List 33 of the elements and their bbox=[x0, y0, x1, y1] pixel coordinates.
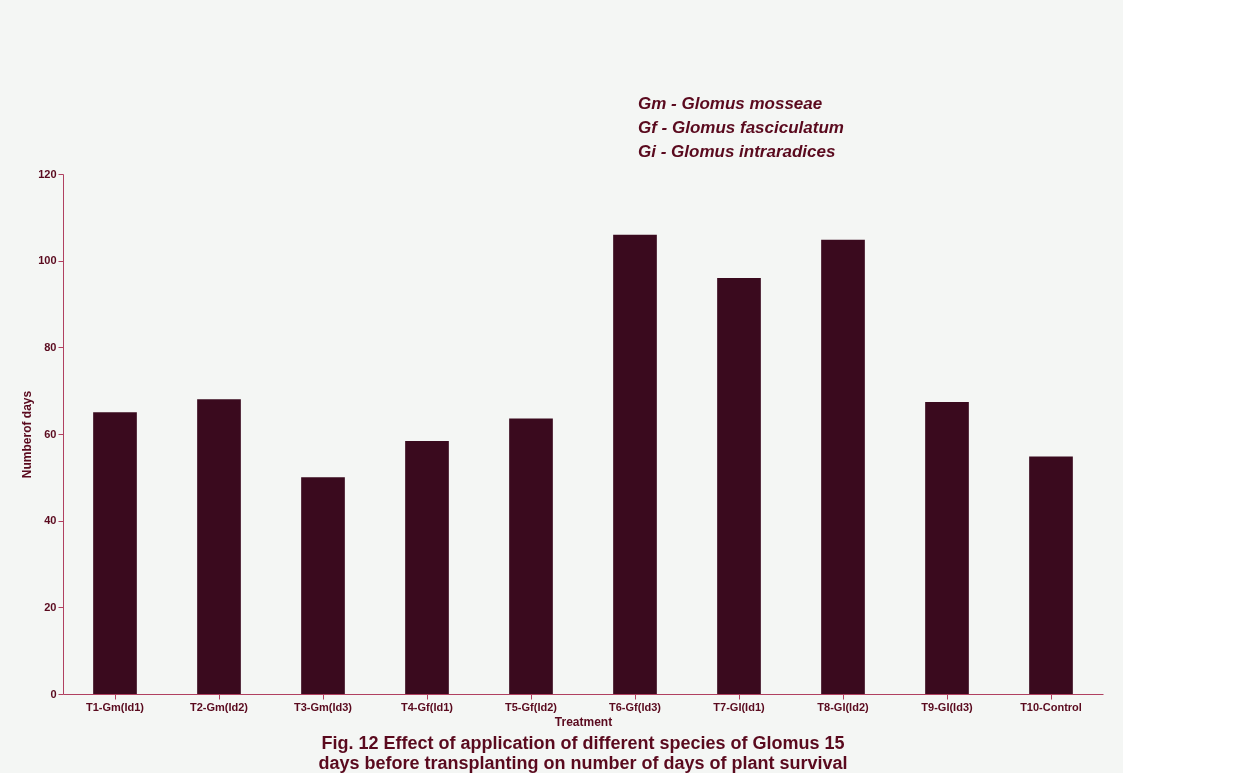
x-tick-label: T5-Gf(Id2) bbox=[505, 700, 558, 713]
bar bbox=[405, 440, 449, 694]
y-tick-label: 120 bbox=[38, 167, 57, 180]
x-tick-label: T10-Control bbox=[1020, 700, 1082, 713]
bar bbox=[821, 239, 865, 694]
bar bbox=[717, 278, 761, 694]
y-tick-label: 0 bbox=[50, 687, 57, 700]
x-tick-label: T7-GI(Id1) bbox=[713, 700, 765, 713]
bar bbox=[925, 401, 969, 694]
bar bbox=[301, 477, 345, 694]
x-tick-label: T1-Gm(Id1) bbox=[85, 700, 145, 713]
y-tick-label: 60 bbox=[44, 427, 57, 440]
x-tick-label: T9-GI(Id3) bbox=[921, 700, 973, 713]
bar bbox=[1029, 456, 1073, 694]
y-tick-label: 80 bbox=[44, 340, 57, 353]
text: Gm - Glomus mosseae bbox=[638, 94, 823, 113]
y-tick-label: 100 bbox=[38, 254, 57, 267]
y-axis-title: Numberof days bbox=[20, 390, 35, 479]
x-tick-label: T3-Gm(Id3) bbox=[293, 700, 353, 713]
x-tick-label: T8-GI(Id2) bbox=[817, 700, 869, 713]
text: Gi - Glomus intraradices bbox=[638, 142, 836, 161]
bar bbox=[613, 234, 657, 694]
y-tick-label: 40 bbox=[44, 514, 57, 527]
bar bbox=[509, 418, 553, 694]
text: Fig. 12 Effect of application of different species of Glomus 15 days before transplanting on number of days of plant survival bbox=[318, 733, 848, 773]
bar bbox=[93, 412, 137, 694]
bar bbox=[197, 399, 241, 694]
text: Gf - Glomus fasciculatum bbox=[638, 118, 844, 137]
x-tick-label: T4-Gf(Id1) bbox=[401, 700, 454, 713]
x-tick-label: T6-Gf(Id3) bbox=[609, 700, 662, 713]
y-tick-label: 20 bbox=[44, 600, 57, 613]
x-tick-label: T2-Gm(Id2) bbox=[189, 700, 249, 713]
x-axis-title: Treatment bbox=[554, 714, 613, 729]
